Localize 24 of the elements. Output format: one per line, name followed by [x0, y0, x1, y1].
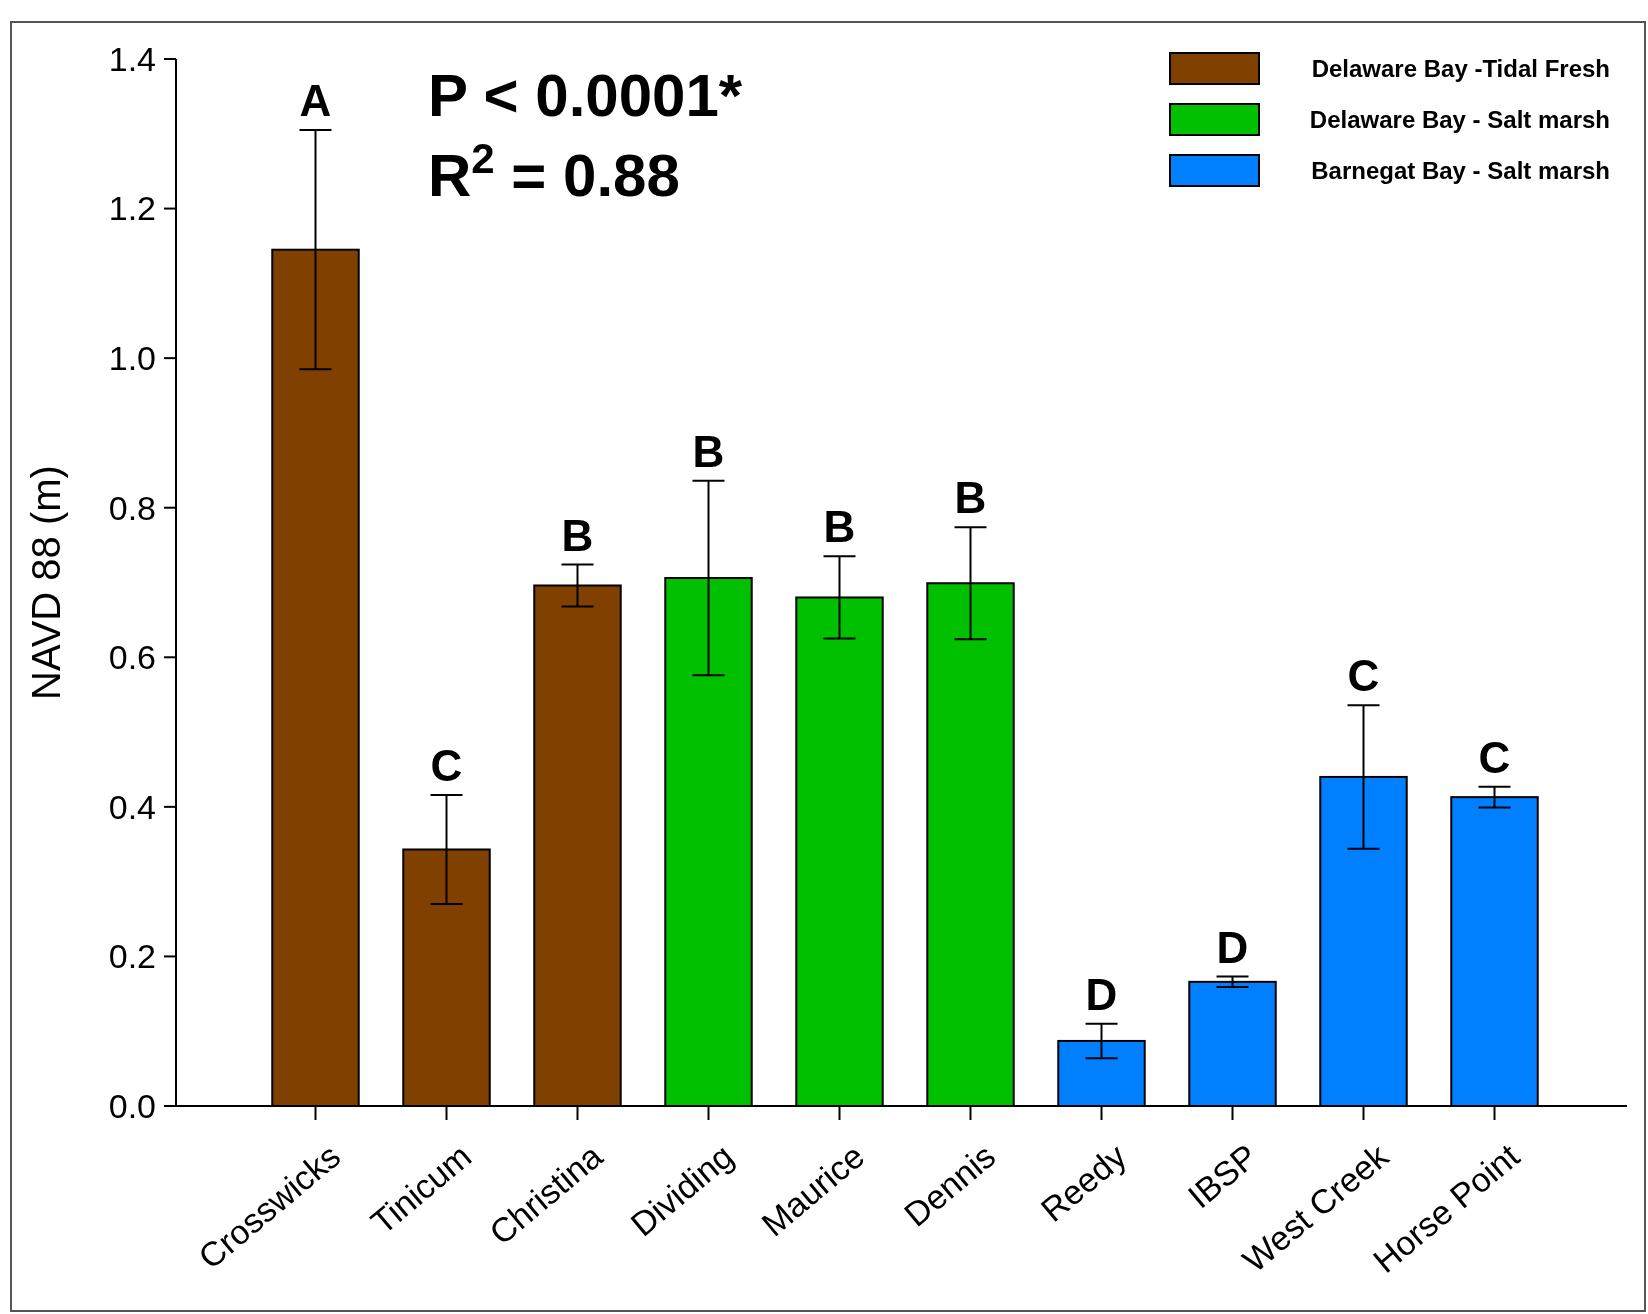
annotation: D	[1216, 922, 1249, 972]
annotation: C	[1347, 651, 1380, 701]
annotation: B	[692, 426, 725, 476]
y-tick-label: 0.4	[108, 787, 156, 826]
legend-label: Barnegat Bay - Salt marsh	[1311, 157, 1610, 184]
annotation: B	[823, 502, 856, 552]
y-tick-label: 0.0	[108, 1086, 156, 1125]
annotation: P < 0.0001*	[428, 62, 743, 129]
y-tick-label: 0.2	[108, 937, 156, 976]
y-tick-label: 0.8	[108, 488, 156, 527]
y-axis-title: NAVD 88 (m)	[24, 465, 68, 700]
y-tick-label: 1.0	[108, 339, 156, 378]
annotation: C	[1478, 732, 1511, 782]
y-tick-label: 1.2	[108, 189, 156, 228]
annotation: B	[954, 473, 987, 523]
y-tick-label: 0.6	[108, 638, 156, 677]
annotation: C	[430, 740, 463, 790]
annotation: B	[561, 510, 594, 560]
annotation: A	[299, 76, 332, 126]
annotation: R$^{2}$ = 0.88	[428, 134, 680, 209]
annotation: D	[1085, 969, 1118, 1019]
legend-label: Delaware Bay - Salt marsh	[1309, 106, 1610, 133]
legend-label: Delaware Bay -Tidal Fresh	[1311, 55, 1610, 82]
y-tick-label: 1.4	[108, 39, 156, 78]
